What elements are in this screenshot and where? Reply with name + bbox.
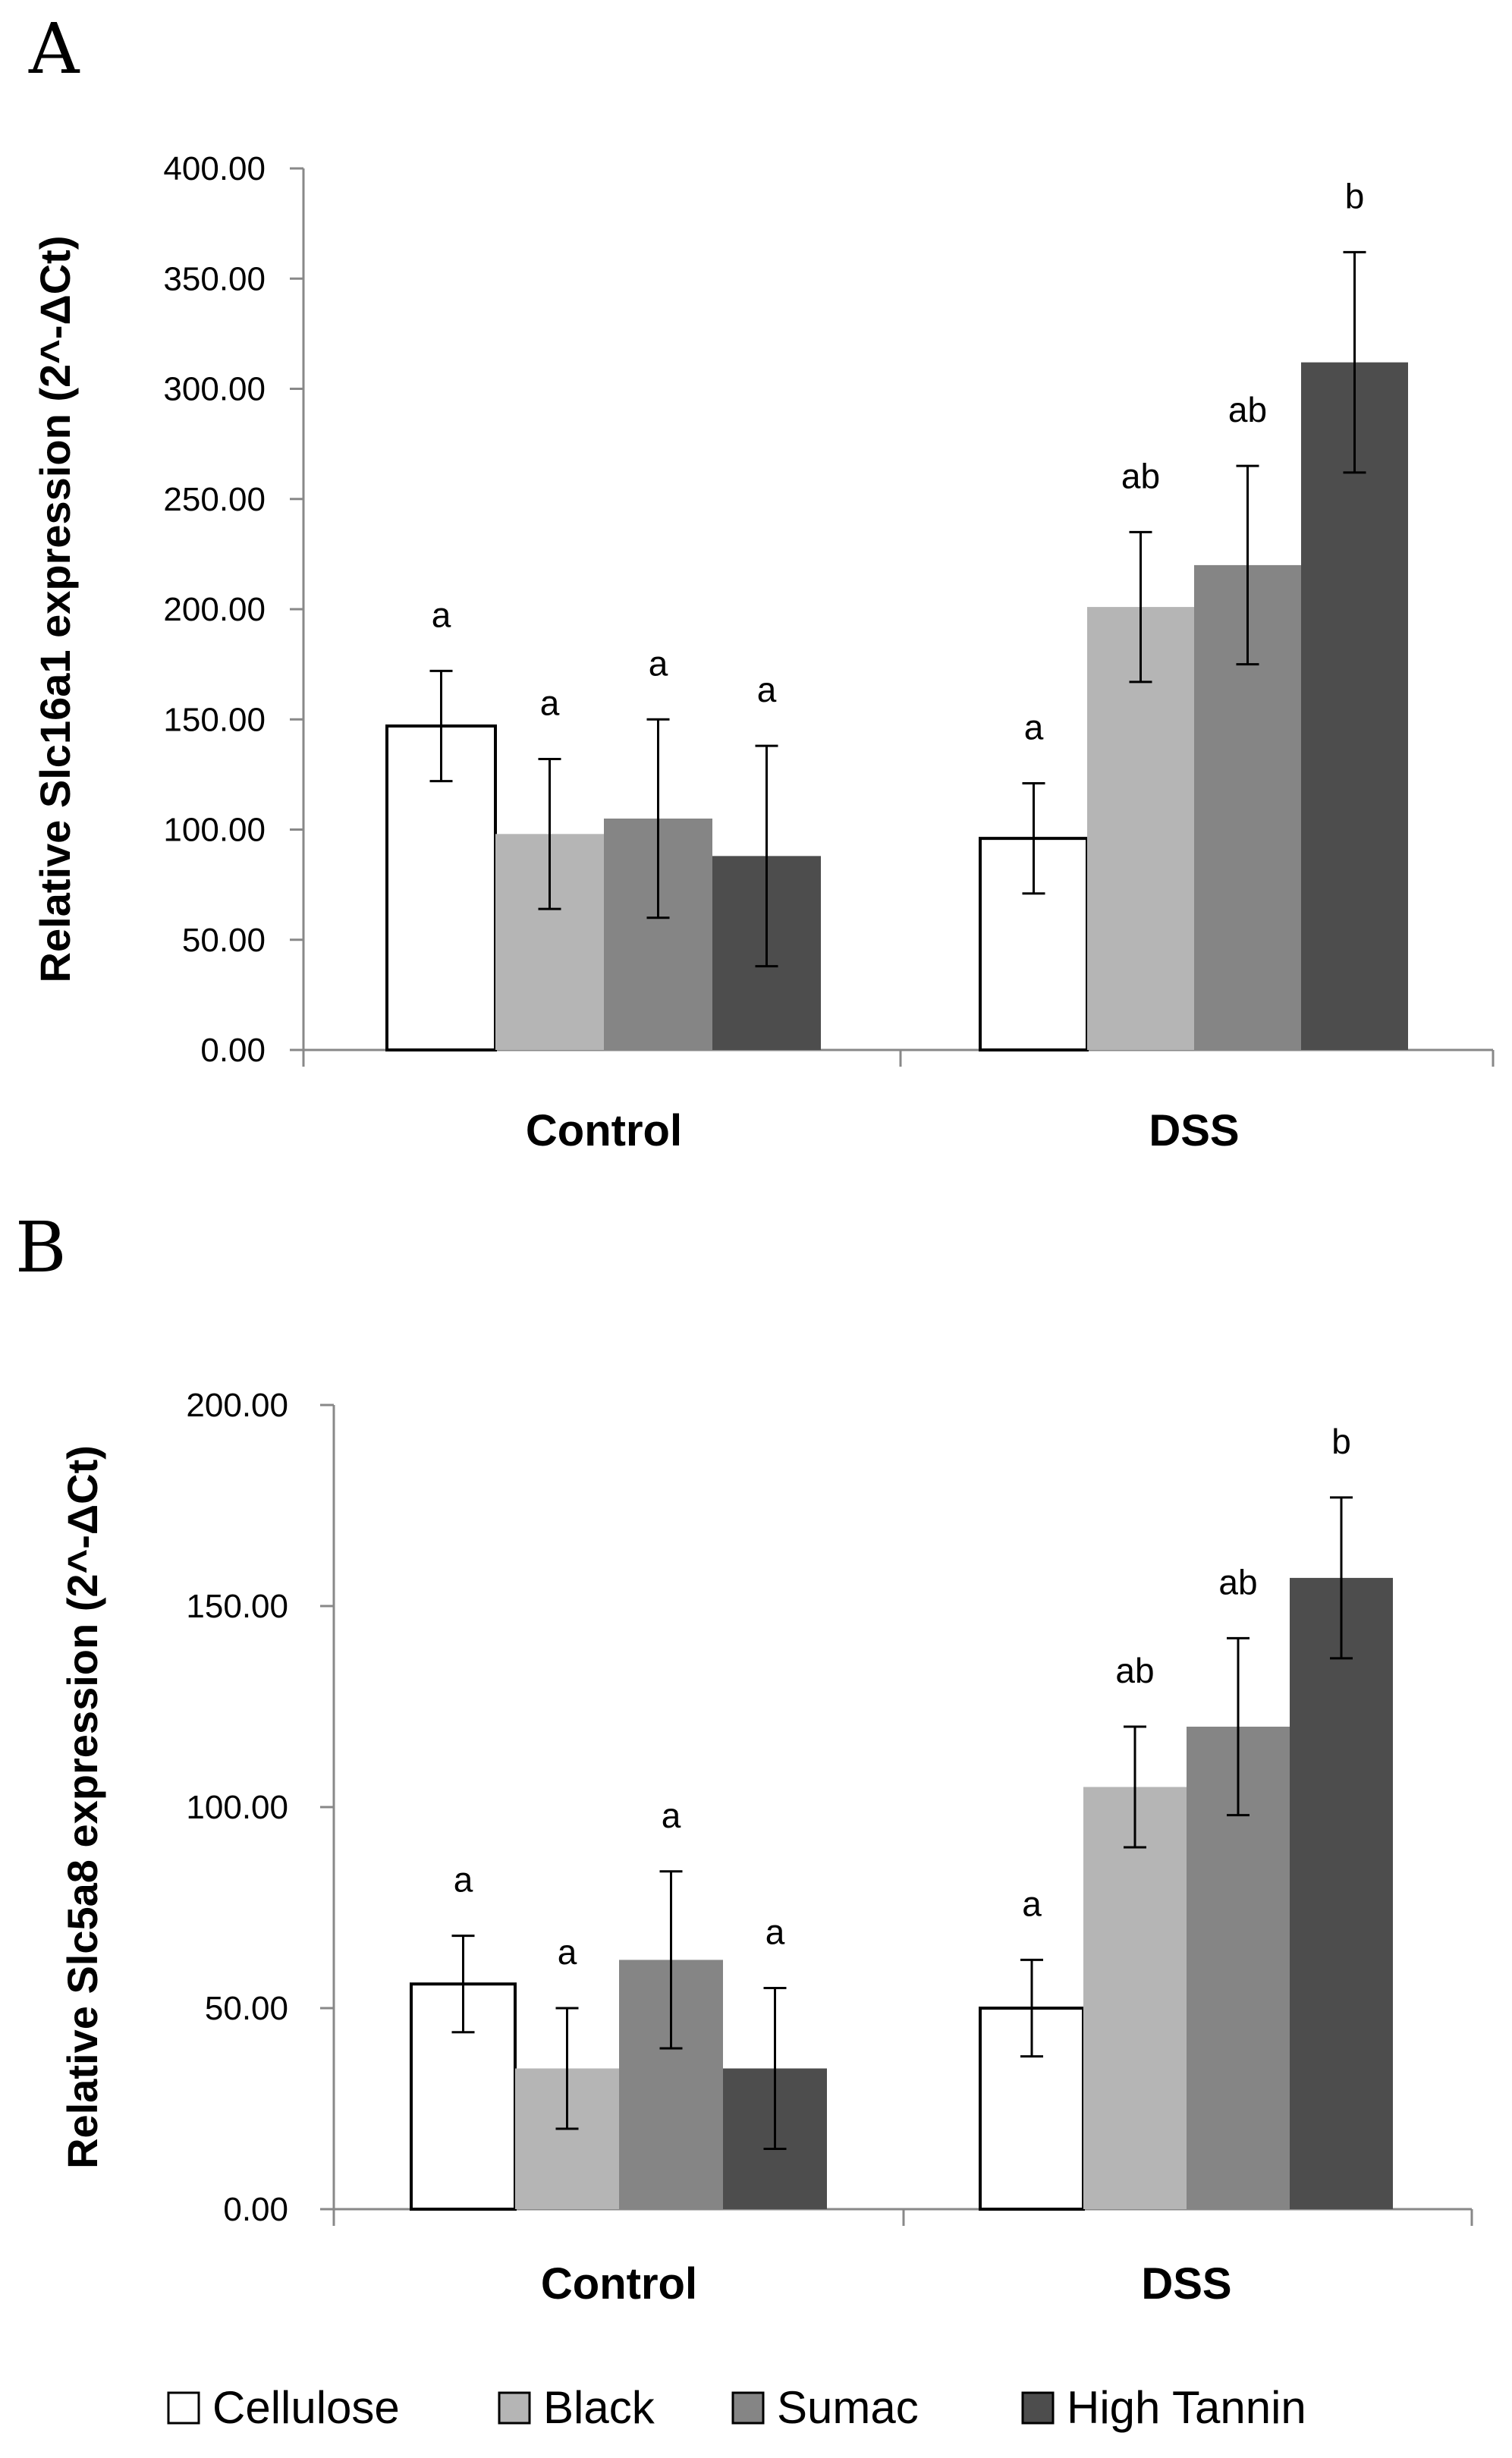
significance-label: a [558,1932,577,1972]
y-tick-label: 300.00 [163,371,266,408]
legend-label-high-tannin: High Tannin [1067,2382,1306,2433]
category-label-dss: DSS [1141,2259,1231,2309]
significance-label: a [757,670,777,709]
y-tick-label: 200.00 [186,1387,288,1424]
panel-label-a: A [28,8,80,90]
y-tick-label: 0.00 [223,2191,288,2228]
y-tick-label: 250.00 [163,481,266,518]
significance-label: ab [1228,390,1267,429]
category-label-dss: DSS [1149,1106,1239,1155]
y-tick-label: 100.00 [186,1789,288,1826]
y-tick-label: 100.00 [163,812,266,849]
significance-label: a [454,1860,473,1900]
y-tick-label: 200.00 [163,591,266,628]
chart-panel-b: 0.00 50.00 100.00 150.00 200.00 Relative Slc5… [58,1387,1473,2309]
legend-label-black: Black [543,2382,655,2433]
significance-label: ab [1121,456,1160,495]
legend-label-cellulose: Cellulose [212,2382,400,2433]
panel-label-b: B [15,1207,67,1288]
significance-label: a [649,643,668,683]
legend-swatch-high-tannin [1021,2391,1055,2425]
bar-dss-high-tannin [1301,362,1408,1050]
significance-label: a [765,1913,785,1952]
significance-label: a [432,595,451,634]
y-tick-label: 150.00 [186,1588,288,1625]
significance-label: a [1024,707,1044,747]
y-axis-label: Relative Slc5a8 expression (2^-ΔCt) [58,1445,106,2169]
significance-label: ab [1115,1651,1154,1690]
y-axis-label: Relative Slc16a1 expression (2^-ΔCt) [31,236,79,983]
category-label-control: Control [541,2259,697,2309]
y-tick-label: 0.00 [200,1032,266,1069]
bar-dss-black [1083,1787,1187,2209]
y-tick-label: 400.00 [163,150,266,187]
y-tick-label: 50.00 [205,1990,288,2027]
significance-label: a [662,1796,681,1835]
legend-swatch-sumac [731,2391,765,2425]
significance-label: a [1022,1884,1042,1923]
significance-label: ab [1218,1562,1257,1601]
y-tick-label: 350.00 [163,260,266,297]
category-label-control: Control [526,1106,682,1155]
significance-label: b [1345,176,1365,215]
legend-swatch-cellulose [167,2391,200,2425]
legend-swatch-black [498,2391,531,2425]
y-tick-label: 50.00 [182,922,266,959]
legend: Cellulose Black Sumac High Tannin [167,2382,1306,2433]
y-tick-label: 150.00 [163,701,266,738]
chart-panel-a: 0.00 50.00 100.00 150.00 200.00 250.00 300.00 3… [31,150,1495,1155]
significance-label: b [1331,1422,1351,1461]
significance-label: a [540,684,560,723]
bar-dss-high-tannin [1290,1577,1393,2209]
legend-label-sumac: Sumac [777,2382,919,2433]
